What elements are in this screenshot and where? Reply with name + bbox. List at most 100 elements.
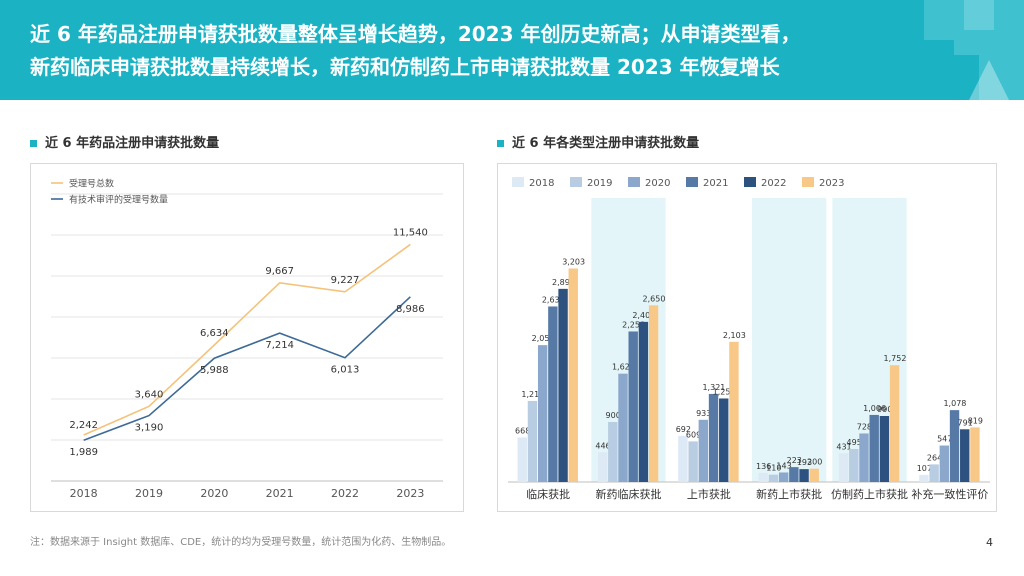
bar: [527, 400, 538, 482]
data-label: 431: [836, 442, 851, 451]
data-label: 6,634: [200, 328, 229, 339]
legend-swatch: [744, 177, 756, 187]
data-label: 819: [968, 416, 983, 425]
data-label: 200: [807, 458, 822, 467]
bar: [558, 288, 568, 482]
page-title: 近 6 年药品注册申请获批数量整体呈增长趋势，2023 年创历史新高；从申请类型…: [30, 18, 910, 84]
bar: [758, 472, 768, 482]
data-label: 495: [847, 438, 862, 447]
data-label: 1,752: [884, 354, 907, 363]
legend-label: 受理号总数: [69, 178, 114, 190]
bar: [688, 441, 698, 482]
data-label: 2,103: [723, 331, 746, 340]
bar: [719, 398, 729, 482]
bar: [517, 437, 527, 482]
x-tick-label: 2019: [135, 487, 163, 500]
data-label: 692: [676, 425, 691, 434]
bar: [548, 306, 558, 482]
bar: [537, 345, 548, 482]
bar: [789, 467, 799, 482]
data-label: 1,625: [612, 363, 635, 372]
data-label: 11,540: [393, 227, 428, 238]
bar: [949, 410, 960, 482]
data-label: 1,989: [69, 447, 98, 458]
data-label: 1,216: [521, 390, 544, 399]
data-label: 446: [595, 441, 610, 450]
bar: [879, 416, 890, 482]
legend-swatch: [512, 177, 524, 187]
data-label: 547: [937, 435, 952, 444]
data-label: 2,402: [632, 311, 655, 320]
bar: [838, 453, 849, 482]
data-label: 1,321: [702, 383, 725, 392]
bar: [568, 268, 578, 482]
data-label: 2,053: [532, 334, 555, 343]
data-label: 9,667: [265, 266, 294, 277]
page-number: 4: [986, 536, 993, 549]
data-label: 933: [696, 409, 711, 418]
legend-label: 2019: [587, 178, 612, 189]
data-label: 193: [797, 458, 812, 467]
bar: [698, 419, 709, 482]
bar: [939, 445, 950, 482]
data-label: 110: [766, 464, 781, 473]
decorative-logo-shape: [924, 0, 1024, 100]
series-line-2: [83, 296, 411, 441]
legend-swatch: [802, 177, 814, 187]
bar: [859, 433, 869, 482]
data-label: 791: [957, 418, 972, 427]
legend-label: 2023: [819, 178, 844, 189]
data-label: 3,640: [135, 389, 164, 400]
legend-label: 2018: [529, 178, 554, 189]
bar: [597, 452, 608, 482]
legend-swatch: [570, 177, 582, 187]
data-label: 609: [686, 430, 701, 439]
legend-label: 2020: [645, 178, 670, 189]
bar: [708, 393, 719, 482]
x-tick-label: 新药临床获批: [596, 487, 662, 501]
data-label: 107: [917, 464, 932, 473]
data-label: 2,633: [542, 295, 565, 304]
data-label: 143: [776, 461, 791, 470]
x-tick-label: 补充一致性评价: [911, 487, 988, 501]
section-marker-icon: [497, 140, 504, 147]
data-label: 5,988: [200, 365, 229, 376]
bar: [729, 341, 739, 482]
x-tick-label: 2022: [331, 487, 359, 500]
data-label: 2,650: [643, 294, 666, 303]
bar-chart: 668 1,216 2,053 2,633 2,897 3,203 临床获批 446 900 1,…: [508, 177, 990, 501]
legend-label: 2021: [703, 178, 728, 189]
page-title-line1: 近 6 年药品注册申请获批数量整体呈增长趋势，2023 年创历史新高；从申请类型…: [30, 22, 801, 46]
page-title-line2: 新药临床申请获批数量持续增长，新药和仿制药上市申请获批数量 2023 年恢复增长: [30, 55, 780, 79]
bar: [778, 472, 789, 482]
right-section-title: 近 6 年各类型注册申请获批数量: [497, 132, 699, 151]
data-label: 6,013: [331, 365, 360, 376]
x-tick-label: 临床获批: [526, 487, 570, 501]
x-tick-label: 仿制药上市获批: [831, 487, 908, 501]
bar: [638, 321, 649, 482]
bar: [618, 373, 628, 482]
header-banner: 近 6 年药品注册申请获批数量整体呈增长趋势，2023 年创历史新高；从申请类型…: [0, 0, 1024, 100]
line-chart-panel: 2018 2019 2020 2021 2022 2023 2,242 3,640 6,634 9…: [30, 163, 464, 512]
bar: [678, 435, 688, 482]
bar: [849, 449, 859, 482]
x-tick-label: 2018: [70, 487, 98, 500]
x-tick-label: 2021: [266, 487, 294, 500]
data-label: 728: [857, 422, 872, 431]
data-label: 2,242: [69, 420, 98, 431]
legend-label: 2022: [761, 178, 786, 189]
data-label: 990: [877, 405, 892, 414]
bar: [799, 469, 809, 482]
bar: [768, 474, 779, 482]
bar: [889, 365, 900, 482]
data-label: 264: [927, 453, 942, 462]
data-label: 1,078: [943, 399, 966, 408]
x-tick-label: 新药上市获批: [756, 487, 822, 501]
data-label: 2,897: [552, 278, 575, 287]
legend-swatch: [628, 177, 640, 187]
data-label: 223: [787, 456, 802, 465]
data-label: 8,986: [396, 304, 425, 315]
legend-swatch: [686, 177, 698, 187]
x-tick-label: 上市获批: [687, 487, 731, 501]
footnote: 注：数据来源于 Insight 数据库、CDE，统计的均为受理号数量，统计范围为…: [30, 537, 452, 548]
